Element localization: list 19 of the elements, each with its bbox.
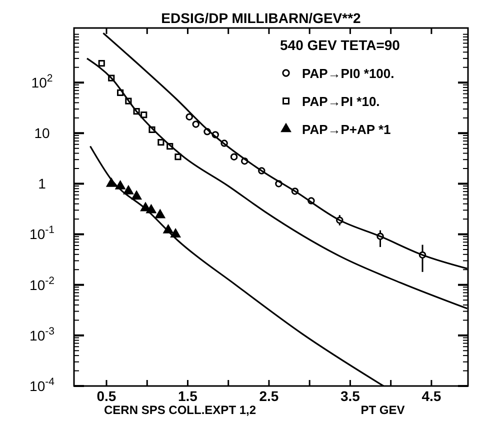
y-tick-label: 10$^{2}$ — [31, 72, 53, 90]
legend-title: 540 GEV TETA=90 — [280, 37, 400, 53]
legend-label: PAP→PI0 *100. — [302, 66, 394, 81]
legend-label: PAP→PI *10. — [302, 94, 380, 109]
y-tick-label: 10$^{-3}$ — [30, 325, 55, 344]
y-tick-label: 10$^{-1}$ — [30, 224, 55, 242]
y-tick-label: 10$^{-2}$ — [30, 274, 55, 293]
x-tick-label: 2.5 — [259, 388, 279, 404]
x-tick-label: 1.5 — [178, 388, 198, 404]
x-axis-title: PT GEV — [360, 403, 405, 417]
y-tick-label: 1 — [38, 176, 46, 192]
chart-title: EDSIG/DP MILLIBARN/GEV**2 — [161, 10, 362, 26]
x-tick-label: 3.5 — [340, 388, 360, 404]
y-tick-label: 10 — [34, 125, 50, 142]
x-tick-label: 0.5 — [96, 388, 116, 404]
y-tick-label: 10$^{-4}$ — [30, 376, 55, 394]
legend-label: PAP→P+AP *1 — [302, 122, 391, 137]
text: CERN SPS COLL.EXPT 1,2 — [104, 403, 256, 417]
x-tick-label: 4.5 — [422, 388, 442, 404]
